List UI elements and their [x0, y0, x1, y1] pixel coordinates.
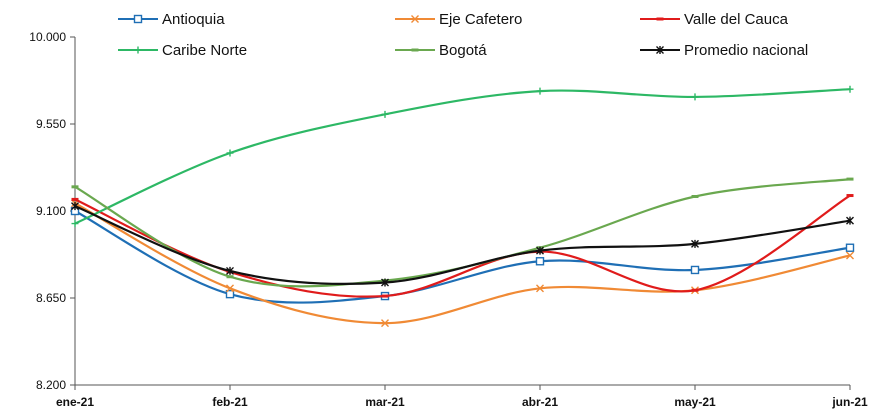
data-point — [536, 87, 544, 95]
data-point — [846, 85, 854, 93]
series-line — [74, 194, 851, 298]
data-point — [846, 251, 854, 260]
data-point — [381, 110, 389, 118]
legend-item: Valle del Cauca — [640, 11, 789, 28]
x-axis: ene-21 feb-21 mar-21 abr-21 may-21 jun-21 — [56, 384, 868, 409]
data-point — [845, 243, 855, 252]
series-eje-cafetero — [71, 199, 854, 328]
y-tick-label: 9.100 — [36, 204, 66, 218]
data-point — [411, 15, 419, 23]
data-point — [226, 149, 234, 157]
data-point — [225, 289, 235, 299]
legend-label: Valle del Cauca — [684, 11, 789, 28]
x-tick-label: feb-21 — [212, 395, 248, 409]
legend: Antioquia Eje Cafetero Valle del Cauca Cari… — [118, 11, 808, 59]
legend-label: Bogotá — [439, 42, 487, 59]
data-point — [71, 220, 79, 228]
legend-item: Bogotá — [395, 42, 487, 59]
series-line — [74, 210, 851, 304]
x-tick-label: ene-21 — [56, 395, 94, 409]
y-axis: 8.200 8.650 9.100 9.550 10.000 — [29, 30, 76, 392]
legend-item: Caribe Norte — [118, 42, 247, 59]
y-tick-label: 10.000 — [29, 30, 66, 44]
data-point — [846, 216, 854, 225]
data-point — [535, 257, 545, 266]
series-line — [74, 205, 851, 286]
legend-label: Antioquia — [162, 11, 225, 28]
data-point — [71, 202, 79, 211]
plot-area — [70, 85, 855, 328]
y-tick-label: 9.550 — [36, 117, 66, 131]
data-point — [691, 93, 699, 101]
data-point — [690, 265, 700, 275]
series-valle-del-cauca — [71, 194, 854, 298]
series-caribe-norte — [71, 85, 854, 228]
series-line — [74, 88, 851, 225]
x-tick-label: jun-21 — [831, 395, 868, 409]
x-tick-label: may-21 — [674, 395, 716, 409]
data-point — [133, 14, 143, 24]
data-point — [656, 46, 664, 54]
legend-label: Caribe Norte — [162, 42, 247, 59]
data-point — [226, 266, 234, 275]
data-point — [381, 278, 389, 287]
series-promedio-nacional — [71, 202, 854, 287]
x-tick-label: abr-21 — [522, 395, 558, 409]
legend-label: Promedio nacional — [684, 42, 808, 59]
data-point — [381, 319, 389, 328]
data-point — [536, 284, 544, 293]
y-tick-label: 8.650 — [36, 291, 66, 305]
y-tick-label: 8.200 — [36, 378, 66, 392]
data-point — [134, 46, 142, 54]
legend-item: Promedio nacional — [640, 42, 808, 59]
data-point — [536, 246, 544, 255]
data-point — [691, 239, 699, 248]
legend-label: Eje Cafetero — [439, 11, 522, 28]
legend-item: Antioquia — [118, 11, 225, 28]
series-line — [74, 202, 851, 325]
data-point — [226, 284, 234, 293]
legend-item: Eje Cafetero — [395, 11, 522, 28]
x-tick-label: mar-21 — [365, 395, 405, 409]
